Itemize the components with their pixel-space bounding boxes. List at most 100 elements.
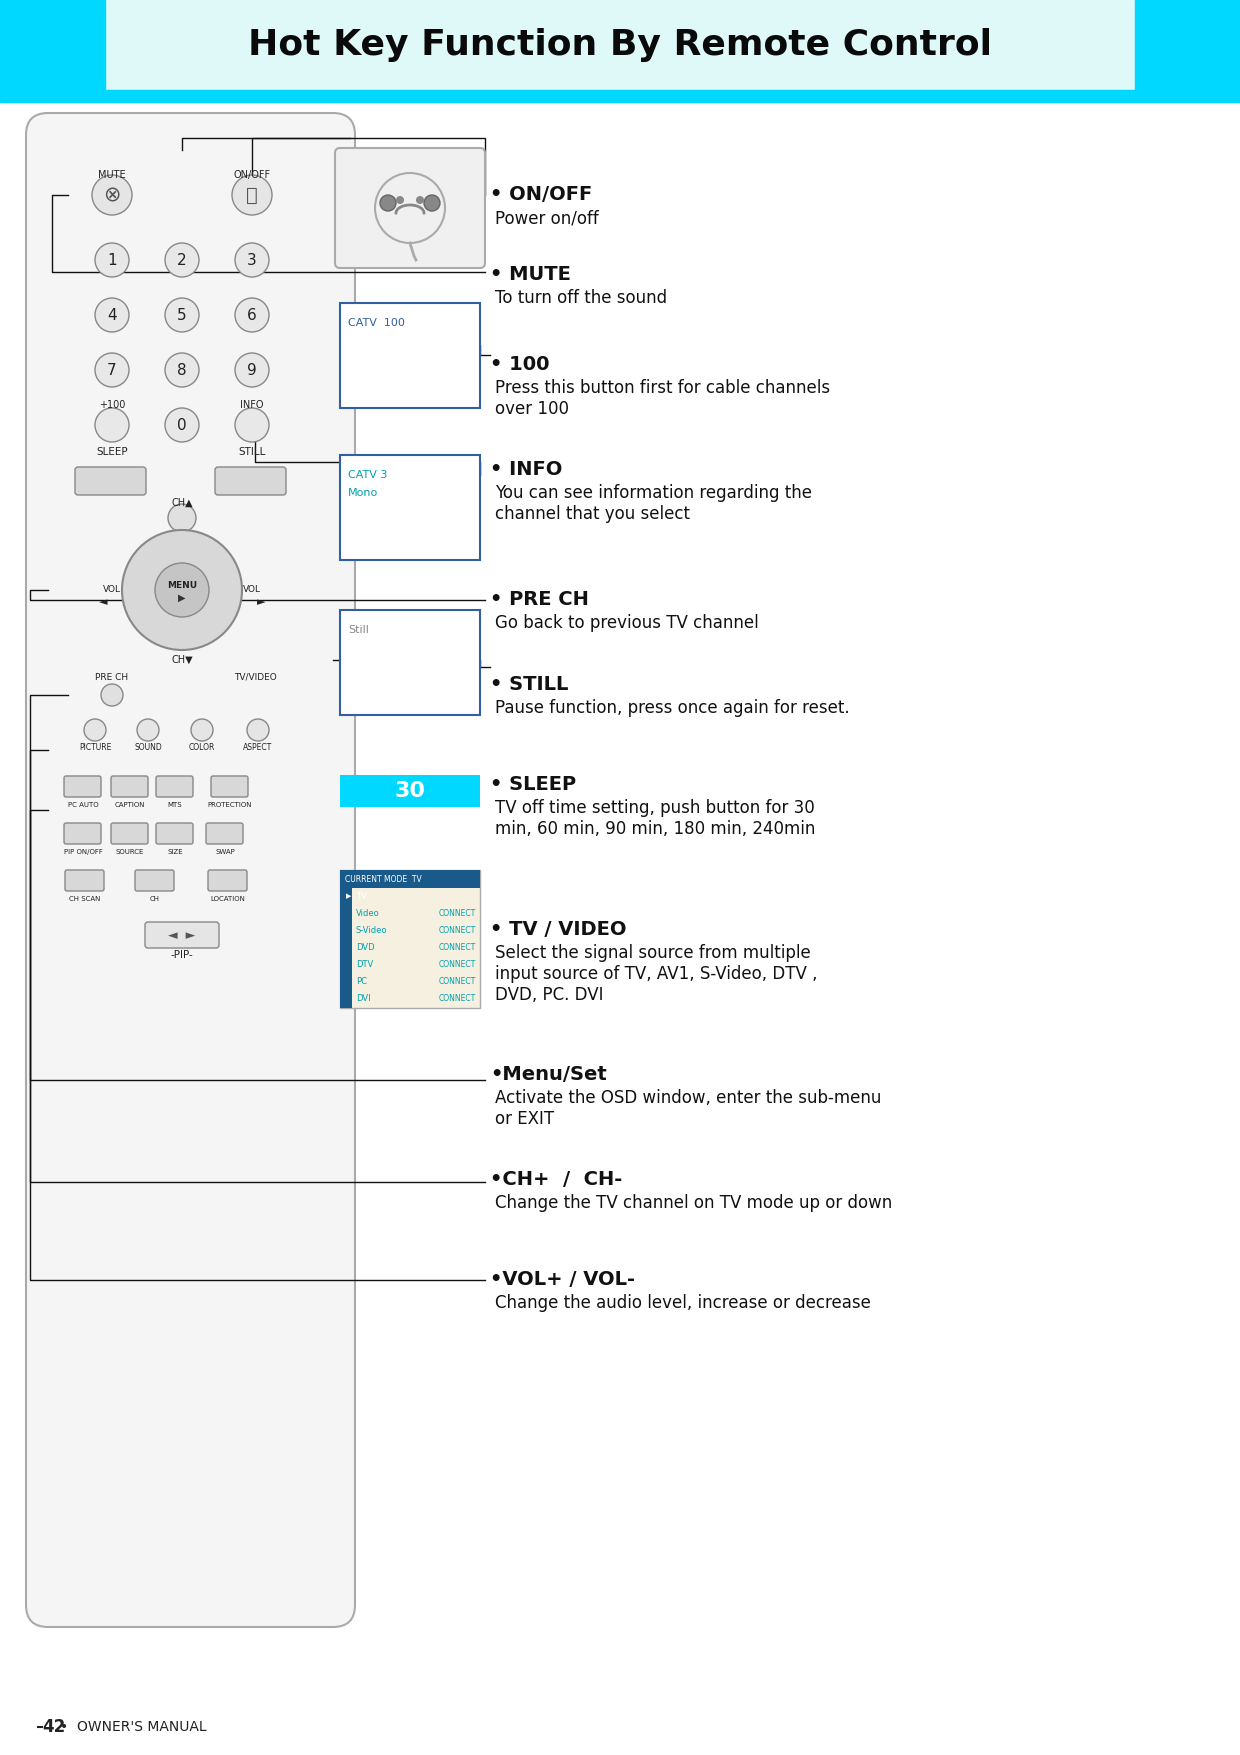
Text: -PIP-: -PIP- — [171, 949, 193, 960]
Bar — [340, 888, 352, 1007]
Text: SWAP: SWAP — [215, 849, 234, 855]
Text: • 100: • 100 — [490, 355, 549, 374]
Text: CATV 3: CATV 3 — [348, 470, 387, 481]
Text: CONNECT: CONNECT — [439, 993, 476, 1002]
FancyBboxPatch shape — [145, 921, 219, 948]
Bar — [340, 611, 480, 714]
Text: 30: 30 — [394, 781, 425, 800]
Text: •CH+  /  CH-: •CH+ / CH- — [490, 1171, 622, 1188]
Text: 3: 3 — [247, 253, 257, 267]
Circle shape — [396, 197, 404, 204]
Text: •Menu/Set: •Menu/Set — [490, 1065, 606, 1085]
Circle shape — [92, 176, 131, 216]
Text: PC: PC — [356, 976, 367, 986]
Circle shape — [165, 298, 198, 332]
Text: LOCATION: LOCATION — [211, 897, 246, 902]
Text: CH▼: CH▼ — [171, 655, 192, 665]
Text: CH SCAN: CH SCAN — [69, 897, 100, 902]
Text: PRE CH: PRE CH — [95, 672, 129, 681]
Text: ▶: ▶ — [179, 593, 186, 604]
Text: • ON/OFF: • ON/OFF — [490, 184, 593, 204]
Text: INFO: INFO — [241, 400, 264, 411]
FancyBboxPatch shape — [211, 776, 248, 797]
Text: 6: 6 — [247, 307, 257, 323]
Text: CH▲: CH▲ — [171, 498, 192, 507]
Text: Change the TV channel on TV mode up or down: Change the TV channel on TV mode up or d… — [495, 1193, 893, 1213]
Text: Go back to previous TV channel: Go back to previous TV channel — [495, 614, 759, 632]
Circle shape — [95, 242, 129, 277]
Circle shape — [95, 298, 129, 332]
Text: DTV: DTV — [356, 960, 373, 969]
Text: CAPTION: CAPTION — [115, 802, 145, 807]
Text: ⊗: ⊗ — [103, 184, 120, 205]
Text: ►: ► — [257, 597, 265, 607]
Text: VOL: VOL — [103, 586, 122, 595]
Text: SOUND: SOUND — [134, 742, 162, 751]
Bar — [1135, 0, 1240, 90]
FancyBboxPatch shape — [135, 870, 174, 892]
Bar — [340, 870, 480, 1007]
Text: STILL: STILL — [238, 448, 265, 456]
Text: ⏻: ⏻ — [246, 186, 258, 205]
Bar — [0, 0, 105, 90]
Text: ◄  ►: ◄ ► — [169, 928, 196, 941]
Circle shape — [424, 195, 440, 211]
FancyBboxPatch shape — [156, 776, 193, 797]
Text: 4: 4 — [107, 307, 117, 323]
Text: MENU: MENU — [167, 581, 197, 590]
Circle shape — [236, 298, 269, 332]
Text: • PRE CH: • PRE CH — [490, 590, 589, 609]
Circle shape — [236, 407, 269, 442]
Text: TV off time setting, push button for 30
min, 60 min, 90 min, 180 min, 240min: TV off time setting, push button for 30 … — [495, 799, 816, 837]
Text: Press this button first for cable channels
over 100: Press this button first for cable channe… — [495, 379, 830, 418]
Text: Select the signal source from multiple
input source of TV, AV1, S-Video, DTV ,
D: Select the signal source from multiple i… — [495, 944, 817, 1004]
Text: 8: 8 — [177, 363, 187, 377]
Circle shape — [374, 174, 445, 242]
Bar — [340, 870, 480, 888]
Text: CURRENT MODE  TV: CURRENT MODE TV — [345, 874, 422, 883]
Circle shape — [165, 242, 198, 277]
Bar — [0, 90, 1240, 102]
Text: CATV  100: CATV 100 — [348, 318, 405, 328]
Text: +100: +100 — [99, 400, 125, 411]
Text: 9: 9 — [247, 363, 257, 377]
Text: PROTECTION: PROTECTION — [208, 802, 252, 807]
Circle shape — [191, 720, 213, 741]
Text: SLEEP: SLEEP — [97, 448, 128, 456]
Text: PC AUTO: PC AUTO — [68, 802, 98, 807]
Circle shape — [236, 353, 269, 388]
Circle shape — [95, 407, 129, 442]
Text: 2: 2 — [177, 253, 187, 267]
Text: Power on/off: Power on/off — [495, 209, 599, 226]
Text: CONNECT: CONNECT — [439, 925, 476, 934]
FancyBboxPatch shape — [112, 823, 148, 844]
Circle shape — [100, 684, 123, 706]
Text: VOL: VOL — [243, 586, 260, 595]
Circle shape — [122, 530, 242, 649]
Circle shape — [95, 353, 129, 388]
Text: •VOL+ / VOL-: •VOL+ / VOL- — [490, 1271, 635, 1288]
FancyBboxPatch shape — [215, 467, 286, 495]
Text: CH: CH — [150, 897, 160, 902]
Circle shape — [167, 504, 196, 532]
Text: •  OWNER'S MANUAL: • OWNER'S MANUAL — [60, 1720, 207, 1734]
Text: • MUTE: • MUTE — [490, 265, 570, 284]
FancyBboxPatch shape — [112, 776, 148, 797]
Circle shape — [84, 720, 105, 741]
Text: 7: 7 — [107, 363, 117, 377]
FancyBboxPatch shape — [64, 823, 100, 844]
Text: SOURCE: SOURCE — [115, 849, 144, 855]
Text: PIP ON/OFF: PIP ON/OFF — [63, 849, 103, 855]
FancyBboxPatch shape — [208, 870, 247, 892]
Text: Mono: Mono — [348, 488, 378, 498]
Text: MUTE: MUTE — [98, 170, 125, 181]
Text: CONNECT: CONNECT — [439, 909, 476, 918]
Text: ON/OFF: ON/OFF — [233, 170, 270, 181]
Bar — [340, 776, 480, 807]
Text: CONNECT: CONNECT — [439, 960, 476, 969]
Text: TV/VIDEO: TV/VIDEO — [233, 672, 277, 681]
Text: • TV / VIDEO: • TV / VIDEO — [490, 920, 626, 939]
Text: COLOR: COLOR — [188, 742, 216, 751]
Text: SIZE: SIZE — [167, 849, 182, 855]
Circle shape — [165, 353, 198, 388]
